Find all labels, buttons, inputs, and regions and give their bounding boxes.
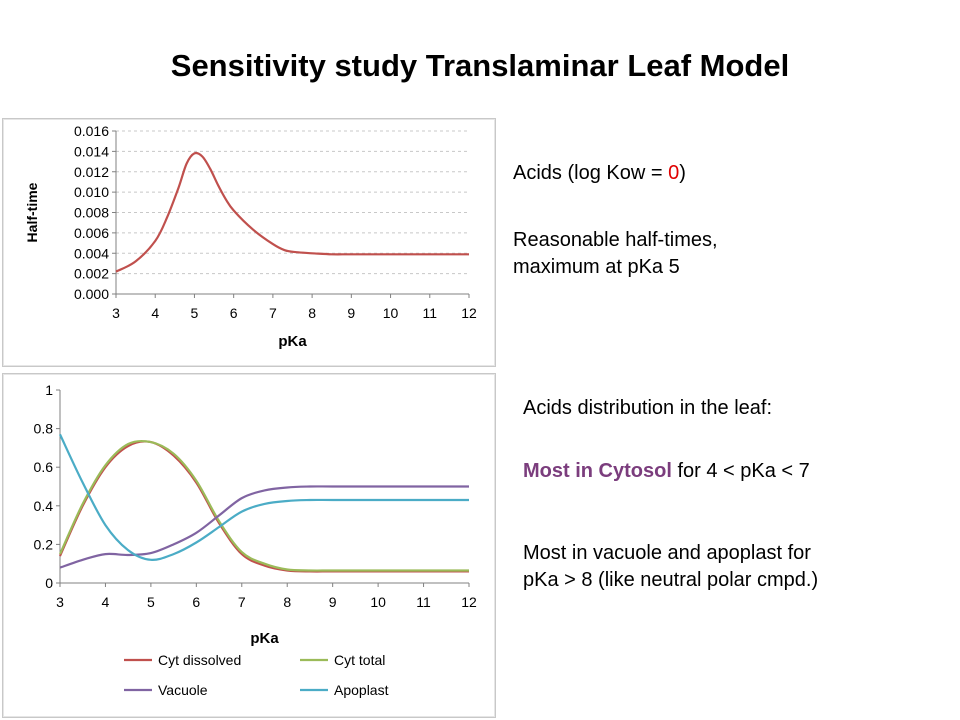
y-tick-label: 0.2 <box>34 536 54 552</box>
series-line-cyt-total <box>58 439 469 572</box>
x-tick-label: 4 <box>102 594 110 610</box>
y-tick-label: 0.8 <box>34 421 54 437</box>
vacuole-apoplast-note: Most in vacuole and apoplast for pKa > 8… <box>523 540 943 594</box>
legend-label-cyt-total: Cyt total <box>334 652 385 668</box>
acids-kow-text: Acids (log Kow = 0) <box>513 160 933 187</box>
x-axis-label: pKa <box>250 630 279 647</box>
distribution-heading: Acids distribution in the leaf: <box>523 397 773 419</box>
y-tick-label: 0.4 <box>34 498 54 514</box>
x-tick-label: 8 <box>283 594 291 610</box>
y-tick-label: 0.008 <box>74 205 109 221</box>
y-tick-label: 0.016 <box>74 123 109 139</box>
series-line <box>115 151 469 273</box>
acids-kow-suffix: ) <box>679 162 686 184</box>
x-axis-label: pKa <box>278 333 307 350</box>
series-line-vacuole <box>59 485 469 569</box>
legend-label-apoplast: Apoplast <box>334 682 389 698</box>
legend-label-vacuole: Vacuole <box>158 682 208 698</box>
y-axis-label: Half-time <box>24 182 40 242</box>
y-tick-label: 1 <box>45 382 53 398</box>
half-time-chart: 0.000 0.002 0.004 0.006 0.008 0.010 0.012 0.014… <box>24 123 477 350</box>
x-tick-label: 9 <box>347 305 355 321</box>
y-tick-label: 0.012 <box>74 164 109 180</box>
cytosol-rest: for 4 < pKa < 7 <box>671 460 810 482</box>
x-tick-label: 10 <box>383 305 399 321</box>
series-line-apoplast <box>59 433 469 561</box>
acids-kow-prefix: Acids (log Kow = <box>513 162 669 184</box>
cytosol-highlight: Most in Cytosol <box>523 460 672 482</box>
x-tick-label: 5 <box>191 305 199 321</box>
x-tick-label: 7 <box>269 305 277 321</box>
x-tick-label: 10 <box>370 594 386 610</box>
kow-value: 0 <box>668 162 680 184</box>
half-times-line-2: maximum at pKa 5 <box>513 256 680 278</box>
x-tick-label: 11 <box>423 305 438 321</box>
distribution-chart: 0 0.2 0.4 0.6 0.8 1 3 4 5 6 7 8 9 10 11 12 pKa Cyt dissol… <box>34 382 477 698</box>
x-tick-label: 9 <box>329 594 337 610</box>
slide-title: Sensitivity study Translaminar Leaf Mode… <box>170 48 790 83</box>
series-line-cyt-dissolved <box>58 440 469 573</box>
y-tick-label: 0.002 <box>74 266 109 282</box>
y-tick-label: 0.6 <box>34 459 54 475</box>
distribution-chart-panel: 0 0.2 0.4 0.6 0.8 1 3 4 5 6 7 8 9 10 11 12 pKa Cyt dissol… <box>2 373 496 718</box>
x-tick-label: 3 <box>56 594 64 610</box>
x-tick-label: 12 <box>461 594 477 610</box>
x-tick-label: 8 <box>308 305 316 321</box>
y-tick-label: 0.000 <box>74 286 109 302</box>
half-times-note: Reasonable half-times, maximum at pKa 5 <box>513 227 933 281</box>
x-tick-label: 3 <box>112 305 120 321</box>
half-times-line-1: Reasonable half-times, <box>513 229 718 251</box>
x-tick-label: 5 <box>147 594 155 610</box>
vacuole-apoplast-line-1: Most in vacuole and apoplast for <box>523 542 811 564</box>
x-tick-label: 6 <box>230 305 238 321</box>
y-tick-label: 0.006 <box>74 225 109 241</box>
x-tick-label: 4 <box>151 305 159 321</box>
vacuole-apoplast-line-2: pKa > 8 (like neutral polar cmpd.) <box>523 569 819 591</box>
y-tick-label: 0 <box>45 575 53 591</box>
legend-label-cyt-dissolved: Cyt dissolved <box>158 652 241 668</box>
x-tick-label: 12 <box>461 305 477 321</box>
x-tick-label: 6 <box>192 594 200 610</box>
x-tick-label: 11 <box>416 594 431 610</box>
cytosol-note: Most in Cytosol for 4 < pKa < 7 <box>523 458 943 485</box>
x-tick-label: 7 <box>238 594 246 610</box>
y-tick-label: 0.004 <box>74 245 109 261</box>
y-tick-label: 0.010 <box>74 184 109 200</box>
half-time-chart-panel: 0.000 0.002 0.004 0.006 0.008 0.010 0.012 0.014… <box>2 118 496 367</box>
y-tick-label: 0.014 <box>74 143 109 159</box>
